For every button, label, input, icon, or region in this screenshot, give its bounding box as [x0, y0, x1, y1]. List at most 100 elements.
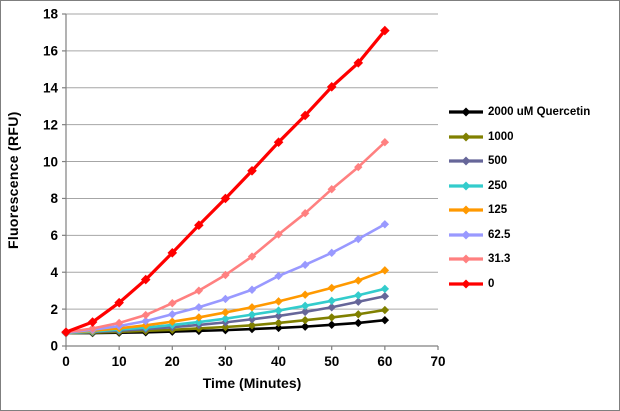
- series-marker: [354, 318, 363, 328]
- gridlines: [66, 13, 438, 310]
- series-marker: [168, 317, 177, 326]
- x-tick-label: 60: [377, 354, 392, 369]
- x-tick-label: 40: [271, 354, 286, 369]
- series-marker: [141, 321, 150, 330]
- series-marker: [221, 314, 230, 323]
- x-tick-label: 30: [218, 354, 233, 369]
- legend-label: 2000 uM Quercetin: [488, 106, 591, 119]
- series-marker: [61, 327, 71, 337]
- series-marker: [247, 252, 257, 261]
- series-marker: [274, 318, 283, 328]
- series-line: [64, 140, 387, 334]
- series-marker: [354, 291, 363, 300]
- series-marker: [141, 316, 150, 326]
- series-marker: [327, 320, 336, 329]
- series-marker: [168, 299, 177, 308]
- axes: 0 2 4 6 8 10 12 14 16 18 0 10 20 30 40 50 60 70: [43, 7, 446, 369]
- series-marker: [273, 137, 284, 147]
- y-tick-label: 0: [50, 339, 58, 354]
- series-marker: [88, 324, 97, 333]
- series-marker: [221, 294, 230, 304]
- x-tick-label: 0: [62, 354, 70, 369]
- series-marker: [274, 230, 283, 239]
- legend-item-31.3: 31.3: [448, 247, 590, 272]
- series-marker: [194, 303, 204, 312]
- series-marker: [380, 25, 390, 36]
- series-marker: [327, 303, 336, 312]
- x-tick-label: 50: [324, 354, 339, 369]
- series-marker: [300, 209, 310, 218]
- series-marker: [140, 274, 151, 285]
- legend-label: 125: [488, 204, 508, 217]
- x-tick-label: 10: [112, 354, 127, 369]
- series-marker: [353, 58, 364, 68]
- legend-marker-icon: [449, 230, 483, 240]
- series-marker: [354, 162, 363, 172]
- series-marker: [247, 165, 257, 176]
- legend-item-0: 0: [448, 272, 590, 297]
- series-marker: [326, 82, 337, 92]
- legend-label: 0: [488, 277, 495, 290]
- series-marker: [221, 322, 230, 332]
- y-axis-title: Fluorescence (RFU): [5, 111, 21, 249]
- legend-item-500: 500: [448, 149, 590, 174]
- series-marker: [354, 234, 363, 244]
- series-marker: [300, 260, 310, 270]
- series-marker: [380, 292, 390, 301]
- legend-label: 31.3: [488, 253, 511, 266]
- series-marker: [380, 284, 390, 294]
- series-marker: [380, 315, 390, 325]
- series-marker: [274, 297, 283, 306]
- series-marker: [300, 290, 310, 299]
- series-marker: [300, 307, 310, 317]
- y-tick-label: 10: [43, 154, 58, 169]
- series-marker: [194, 317, 204, 327]
- legend-label: 500: [488, 155, 508, 168]
- y-tick-label: 16: [43, 44, 59, 59]
- y-tick-label: 12: [43, 117, 58, 132]
- series-marker: [327, 248, 336, 258]
- series-marker: [327, 283, 336, 293]
- series-marker: [300, 110, 310, 121]
- series-marker: [300, 315, 310, 325]
- legend-marker-icon: [449, 181, 483, 191]
- series-marker: [274, 306, 283, 315]
- series-marker: [354, 310, 363, 319]
- series-marker: [221, 308, 230, 317]
- y-tick-label: 4: [50, 265, 58, 280]
- series-marker: [194, 220, 204, 230]
- series-marker: [354, 276, 363, 285]
- series-marker: [87, 317, 98, 327]
- series-0: [61, 25, 390, 337]
- legend-item-125: 125: [448, 198, 590, 223]
- series-marker: [247, 321, 257, 330]
- y-tick-label: 14: [43, 81, 59, 96]
- series-marker: [247, 303, 257, 312]
- x-axis-title: Time (Minutes): [202, 375, 302, 391]
- series-marker: [327, 296, 336, 306]
- series-marker: [274, 311, 283, 321]
- series-marker: [168, 310, 177, 319]
- y-tick-label: 18: [43, 7, 59, 22]
- series-marker: [327, 185, 336, 194]
- series-marker: [327, 313, 336, 322]
- series-marker: [220, 193, 231, 204]
- series-marker: [167, 248, 178, 258]
- series-marker: [300, 301, 310, 310]
- legend-marker-icon: [449, 279, 483, 289]
- y-tick-label: 2: [50, 302, 58, 317]
- series-marker: [141, 310, 150, 320]
- series-marker: [194, 313, 204, 322]
- series-marker: [247, 310, 257, 319]
- series-marker: [274, 323, 283, 333]
- legend-marker-icon: [449, 254, 483, 264]
- series-125: [61, 266, 390, 337]
- series-marker: [114, 297, 124, 308]
- legend-marker-icon: [449, 205, 483, 215]
- legend-item-1000: 1000: [448, 125, 590, 150]
- series-marker: [380, 266, 390, 275]
- series-marker: [380, 220, 390, 229]
- series-marker: [221, 270, 230, 280]
